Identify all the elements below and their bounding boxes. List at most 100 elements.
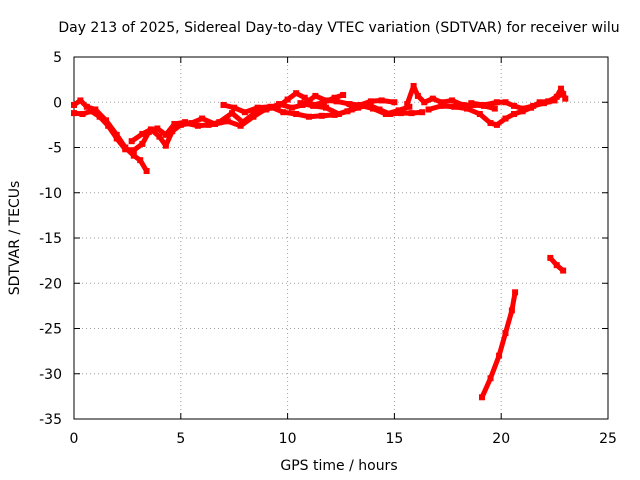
data-point xyxy=(194,122,201,129)
data-point xyxy=(335,111,342,118)
data-point xyxy=(558,85,565,92)
data-point xyxy=(493,99,500,106)
data-point xyxy=(414,92,421,99)
data-point xyxy=(449,97,456,104)
data-point xyxy=(562,95,569,102)
y-tick-label: -5 xyxy=(48,141,62,157)
data-point xyxy=(502,115,509,122)
data-point xyxy=(284,96,291,103)
data-point xyxy=(451,103,458,110)
y-tick-label: -20 xyxy=(39,276,62,292)
data-point xyxy=(293,90,300,97)
data-point xyxy=(162,142,169,149)
data-point xyxy=(318,112,325,119)
data-point xyxy=(177,121,184,128)
data-point xyxy=(331,111,338,118)
data-point xyxy=(410,82,417,89)
data-point xyxy=(297,100,304,107)
data-point xyxy=(468,100,475,107)
data-point xyxy=(512,289,519,296)
data-point xyxy=(293,111,300,118)
data-point xyxy=(438,102,445,109)
data-point xyxy=(267,103,274,110)
data-point xyxy=(130,152,137,159)
data-point xyxy=(429,95,436,102)
data-point xyxy=(419,109,426,116)
data-point xyxy=(305,113,312,120)
x-tick-label: 0 xyxy=(70,431,79,447)
data-point xyxy=(156,133,163,140)
data-point xyxy=(79,111,86,118)
y-tick-label: -35 xyxy=(39,412,62,428)
data-point xyxy=(229,110,236,117)
data-point xyxy=(83,103,90,110)
axis-ticks: 0 5 10 15 20 25 5 0 -5 -10 -15 -20 -25 -30 -35 xyxy=(39,50,617,447)
data-series xyxy=(71,82,569,401)
data-point xyxy=(404,101,411,108)
data-point xyxy=(553,262,560,269)
data-point xyxy=(502,99,509,106)
data-point xyxy=(205,121,212,128)
y-tick-label: 0 xyxy=(53,95,62,111)
data-point xyxy=(511,102,518,109)
data-point xyxy=(476,111,483,118)
data-point xyxy=(239,119,246,126)
data-point xyxy=(312,92,319,99)
data-point xyxy=(162,131,169,138)
data-point xyxy=(130,147,137,154)
data-point xyxy=(519,105,526,112)
data-point xyxy=(147,126,154,133)
y-tick-label: -10 xyxy=(39,186,62,202)
chart-title: Day 213 of 2025, Sidereal Day-to-day VTE… xyxy=(58,20,619,36)
data-point xyxy=(395,107,402,114)
data-point xyxy=(71,110,77,117)
data-point xyxy=(323,104,330,111)
data-point xyxy=(237,122,244,129)
data-point xyxy=(478,394,485,401)
data-point xyxy=(346,101,353,108)
data-point xyxy=(220,101,227,108)
data-point xyxy=(508,307,515,314)
data-point xyxy=(378,97,385,104)
data-point xyxy=(551,97,558,104)
data-point xyxy=(171,120,178,127)
data-point xyxy=(560,267,567,274)
data-point xyxy=(491,105,498,112)
data-point xyxy=(348,106,355,113)
data-point xyxy=(438,99,445,106)
data-point xyxy=(254,104,261,111)
data-point xyxy=(487,375,494,382)
data-point xyxy=(154,125,161,132)
data-point xyxy=(547,254,554,261)
data-point xyxy=(92,106,99,113)
x-tick-label: 5 xyxy=(176,431,185,447)
y-axis-label: SDTVAR / TECUs xyxy=(7,181,23,296)
data-point xyxy=(425,106,432,113)
data-point xyxy=(88,108,95,115)
data-point xyxy=(280,109,287,116)
data-point xyxy=(340,92,347,99)
data-point xyxy=(464,105,471,112)
data-point xyxy=(137,157,144,164)
data-point xyxy=(216,119,223,126)
y-tick-label: -30 xyxy=(39,367,62,383)
x-tick-label: 10 xyxy=(279,431,297,447)
data-point xyxy=(122,146,129,153)
data-point xyxy=(71,101,77,108)
data-point xyxy=(231,104,238,111)
y-tick-label: -15 xyxy=(39,231,62,247)
data-point xyxy=(276,101,283,108)
data-point xyxy=(301,94,308,101)
data-point xyxy=(331,94,338,101)
y-tick-label: 5 xyxy=(53,50,62,66)
data-point xyxy=(241,109,248,116)
data-point xyxy=(540,100,547,107)
data-point xyxy=(169,128,176,135)
data-point xyxy=(77,97,84,104)
data-point xyxy=(502,330,509,337)
data-point xyxy=(310,102,317,109)
x-tick-label: 25 xyxy=(599,431,617,447)
data-point xyxy=(113,135,120,142)
data-point xyxy=(224,118,231,125)
data-point xyxy=(391,99,398,106)
